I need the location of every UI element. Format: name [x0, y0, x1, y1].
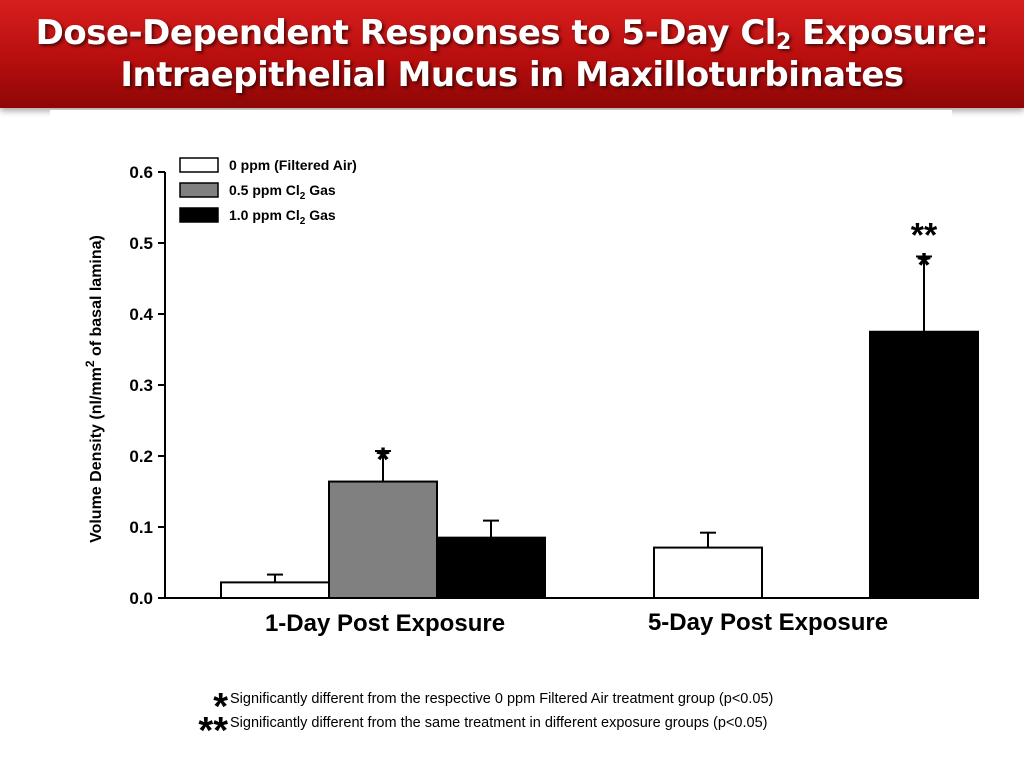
bar	[653, 546, 763, 600]
legend-label-suffix: Gas	[305, 182, 336, 198]
y-axis-label-text: Volume Density (nl/mm	[88, 367, 105, 543]
title-line-2: Intraepithelial Mucus in Maxilloturbinat…	[120, 55, 904, 95]
legend-swatch	[179, 182, 219, 198]
y-tick-label: 0.2	[129, 447, 153, 466]
y-tick-label: 0.6	[129, 163, 153, 182]
bar	[869, 330, 979, 599]
bar	[328, 480, 438, 599]
chart-error-bars	[267, 255, 932, 583]
y-axis-label-suffix: of basal lamina)	[88, 235, 105, 360]
significance-mark: *	[376, 441, 390, 479]
x-axis-categories: 1-Day Post Exposure 5-Day Post Exposure	[265, 609, 888, 637]
chart-axes	[164, 172, 924, 599]
legend-label: 0 ppm (Filtered Air)	[229, 157, 357, 173]
title-line-1-text: Dose-Dependent Responses to 5-Day Cl	[35, 13, 777, 53]
legend-label-sub: 2	[300, 191, 306, 202]
chart-bars	[220, 330, 979, 600]
y-axis-label-sup: 2	[83, 360, 97, 367]
bar	[220, 581, 330, 600]
footnote-mark: **	[198, 710, 228, 752]
footnote-mark: *	[213, 686, 228, 728]
y-tick-label: 0.5	[129, 234, 153, 253]
footnote-text: Significantly different from the respect…	[230, 691, 773, 707]
legend-label: 1.0 ppm Cl2 Gas	[229, 207, 336, 227]
category-label: 1-Day Post Exposure	[265, 610, 505, 637]
legend-label-text: 1.0 ppm Cl	[229, 207, 300, 223]
legend-label-sub: 2	[300, 216, 306, 227]
y-axis-label: Volume Density (nl/mm2 of basal lamina)	[83, 235, 105, 543]
y-tick-label: 0.1	[129, 518, 153, 537]
y-axis-ticks: 0.0 0.1 0.2 0.3 0.4 0.5 0.6	[129, 163, 165, 608]
title-bar: Dose-Dependent Responses to 5-Day Cl2 Ex…	[0, 0, 1024, 108]
footnotes: * Significantly different from the respec…	[198, 686, 773, 752]
footnote-text: Significantly different from the same tr…	[230, 715, 767, 731]
title-line-1-suffix: Exposure:	[790, 13, 989, 53]
legend-label-text: 0.5 ppm Cl	[229, 182, 300, 198]
legend-label-suffix: Gas	[305, 207, 336, 223]
significance-mark: **	[911, 216, 938, 254]
significance-marks: ****	[376, 216, 938, 479]
significance-mark: *	[917, 246, 931, 284]
bar	[436, 536, 546, 600]
title-subscript: 2	[775, 30, 791, 55]
legend-swatch	[179, 207, 219, 223]
y-tick-label: 0.4	[129, 305, 153, 324]
legend-swatch	[179, 157, 219, 173]
y-tick-label: 0.3	[129, 376, 153, 395]
y-tick-label: 0.0	[129, 589, 153, 608]
title-line-1: Dose-Dependent Responses to 5-Day Cl2 Ex…	[36, 12, 989, 54]
legend-label: 0.5 ppm Cl2 Gas	[229, 182, 336, 202]
category-label: 5-Day Post Exposure	[648, 609, 888, 636]
legend-label-text: 0 ppm (Filtered Air)	[229, 157, 357, 173]
